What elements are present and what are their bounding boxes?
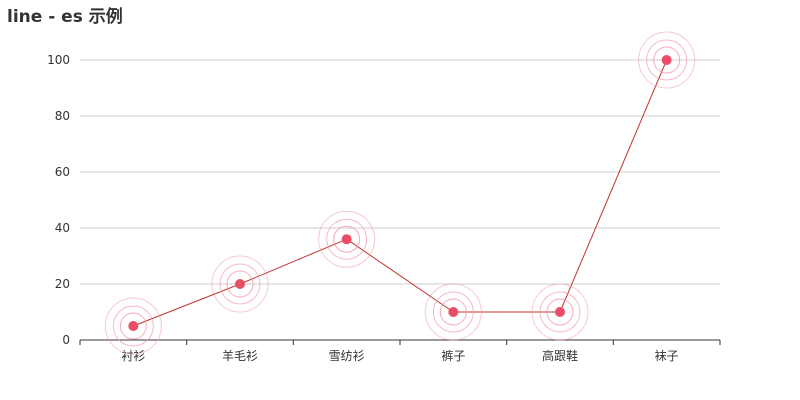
point-marker: [661, 55, 672, 65]
data-point: [104, 297, 162, 355]
ripple-outer-ring: [424, 283, 482, 341]
x-tick-label: 雪纺衫: [329, 349, 365, 363]
y-tick-label: 20: [55, 277, 70, 291]
series-polyline: [133, 59, 668, 327]
chart-title: line - es 示例: [7, 7, 123, 27]
x-tick-label: 衬衫: [121, 349, 145, 363]
ripple-middle-ring: [326, 218, 368, 260]
data-point: [424, 283, 482, 341]
data-point: [531, 283, 589, 341]
point-marker: [448, 307, 459, 317]
x-tick-label: 高跟鞋: [542, 348, 578, 363]
x-tick-label: 羊毛衫: [222, 348, 258, 363]
ripple-inner-ring: [439, 298, 467, 326]
point-marker: [128, 321, 139, 331]
ripple-inner-ring: [653, 46, 681, 74]
ripple-inner-ring: [119, 312, 147, 340]
x-tick-label: 袜子: [655, 349, 679, 363]
ripple-middle-ring: [432, 291, 474, 333]
ripple-inner-ring: [226, 270, 254, 298]
data-point: [211, 255, 269, 313]
axes: 0 20 40 60 80 100 衬衫 羊毛衫 雪纺衫 裤子 高跟鞋 袜子: [47, 53, 721, 363]
ripple-middle-ring: [646, 39, 688, 81]
point-marker: [341, 234, 352, 245]
ripple-outer-ring: [531, 283, 589, 341]
point-marker: [235, 279, 245, 289]
grid-lines: [80, 59, 720, 285]
ripple-outer-ring: [104, 297, 162, 355]
ripple-inner-ring: [546, 298, 574, 326]
ripple-inner-ring: [333, 225, 361, 253]
y-tick-label: 80: [55, 109, 70, 123]
data-point: [638, 31, 696, 89]
ripple-outer-ring: [318, 210, 376, 268]
ripple-middle-ring: [112, 305, 154, 347]
point-marker: [555, 307, 565, 317]
data-point: [318, 210, 376, 268]
ripple-middle-ring: [539, 291, 581, 333]
ripple-outer-ring: [638, 31, 696, 89]
x-tick-label: 裤子: [441, 349, 465, 363]
y-tick-label: 0: [62, 333, 70, 347]
y-tick-label: 100: [47, 53, 70, 67]
y-tick-label: 60: [55, 165, 70, 179]
ripple-outer-ring: [211, 255, 269, 313]
series-line: [133, 59, 668, 327]
ripple-middle-ring: [219, 263, 261, 305]
series-points: [104, 31, 696, 355]
y-tick-label: 40: [55, 221, 70, 235]
